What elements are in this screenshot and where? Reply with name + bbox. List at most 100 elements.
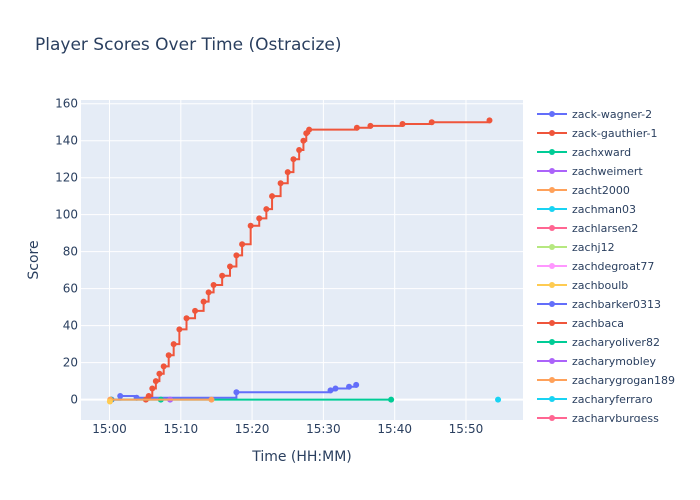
y-tick-label: 100 bbox=[55, 208, 78, 222]
data-point[interactable] bbox=[399, 121, 406, 128]
data-point[interactable] bbox=[256, 215, 263, 222]
legend-item[interactable]: zacharyferraro bbox=[537, 393, 653, 406]
legend-item[interactable]: zacharymobley bbox=[537, 355, 657, 368]
x-tick-label: 15:00 bbox=[92, 422, 127, 436]
legend-item[interactable]: zacht2000 bbox=[537, 184, 630, 197]
legend-marker-swatch bbox=[549, 111, 555, 117]
y-tick-label: 20 bbox=[63, 356, 78, 370]
legend-item[interactable]: zachj12 bbox=[537, 241, 615, 254]
x-tick-label: 15:50 bbox=[449, 422, 484, 436]
legend-item[interactable]: zacharyoliver82 bbox=[537, 336, 660, 349]
y-axis-label: Score bbox=[26, 240, 42, 279]
legend-marker-swatch bbox=[549, 263, 555, 269]
data-point[interactable] bbox=[247, 222, 254, 229]
data-point[interactable] bbox=[277, 180, 284, 187]
legend-marker-swatch bbox=[549, 415, 555, 421]
legend-item[interactable]: zachxward bbox=[537, 146, 631, 159]
series-zack-gauthier-1 bbox=[142, 117, 493, 403]
legend-label: zachdegroat77 bbox=[572, 260, 654, 273]
legend-item[interactable]: zack-wagner-2 bbox=[537, 108, 652, 121]
data-point[interactable] bbox=[233, 389, 240, 396]
legend-item[interactable]: zachdegroat77 bbox=[537, 260, 654, 273]
data-point[interactable] bbox=[353, 381, 360, 388]
legend-label: zachj12 bbox=[572, 241, 615, 254]
data-point[interactable] bbox=[306, 126, 313, 133]
legend-item[interactable]: zachweimert bbox=[537, 165, 643, 178]
data-point[interactable] bbox=[149, 385, 156, 392]
data-point[interactable] bbox=[210, 281, 217, 288]
legend-item[interactable]: zachboulb bbox=[537, 279, 628, 292]
data-point[interactable] bbox=[219, 272, 226, 279]
data-point[interactable] bbox=[183, 315, 190, 322]
legend-items: zack-wagner-2 zack-gauthier-1 zachxward zac… bbox=[537, 108, 675, 425]
data-point[interactable] bbox=[117, 392, 124, 399]
data-point[interactable] bbox=[353, 124, 360, 131]
legend-label: zachxward bbox=[572, 146, 631, 159]
data-point[interactable] bbox=[192, 307, 199, 314]
y-tick-label: 140 bbox=[55, 134, 78, 148]
data-point[interactable] bbox=[170, 341, 177, 348]
x-tick-label: 15:40 bbox=[377, 422, 412, 436]
data-point[interactable] bbox=[327, 387, 334, 394]
data-point[interactable] bbox=[296, 146, 303, 153]
y-tick-label: 0 bbox=[70, 393, 78, 407]
data-point[interactable] bbox=[428, 119, 435, 126]
data-point[interactable] bbox=[152, 378, 159, 385]
data-point[interactable] bbox=[284, 169, 291, 176]
y-tick-label: 80 bbox=[63, 245, 78, 259]
data-point[interactable] bbox=[176, 326, 183, 333]
legend[interactable]: zack-wagner-2 zack-gauthier-1 zachxward zac… bbox=[537, 108, 675, 425]
legend-item[interactable]: zacharygrogan189 bbox=[537, 374, 675, 387]
legend-marker-swatch bbox=[549, 377, 555, 383]
data-point[interactable] bbox=[165, 352, 172, 359]
data-point[interactable] bbox=[106, 398, 113, 405]
x-tick-label: 15:20 bbox=[235, 422, 270, 436]
legend-item[interactable]: zachbarker0313 bbox=[537, 298, 661, 311]
data-point[interactable] bbox=[233, 252, 240, 259]
y-tick-label: 120 bbox=[55, 171, 78, 185]
y-tick-label: 160 bbox=[55, 97, 78, 111]
data-point[interactable] bbox=[332, 385, 339, 392]
x-axis-label: Time (HH:MM) bbox=[251, 449, 352, 465]
data-point[interactable] bbox=[208, 396, 215, 403]
data-point[interactable] bbox=[367, 122, 374, 129]
legend-label: zachman03 bbox=[572, 203, 636, 216]
data-point[interactable] bbox=[239, 241, 246, 248]
legend-label: zacharymobley bbox=[572, 355, 657, 368]
legend-marker-swatch bbox=[549, 225, 555, 231]
series-layer bbox=[106, 117, 502, 405]
data-point[interactable] bbox=[205, 289, 212, 296]
data-point[interactable] bbox=[156, 370, 163, 377]
data-point[interactable] bbox=[495, 396, 502, 403]
legend-label: zacharyferraro bbox=[572, 393, 653, 406]
data-point[interactable] bbox=[200, 298, 207, 305]
data-point[interactable] bbox=[346, 383, 353, 390]
legend-item[interactable]: zack-gauthier-1 bbox=[537, 127, 658, 140]
legend-label: zacharygrogan189 bbox=[572, 374, 675, 387]
legend-marker-swatch bbox=[549, 320, 555, 326]
data-point[interactable] bbox=[145, 392, 152, 399]
legend-label: zachweimert bbox=[572, 165, 643, 178]
data-point[interactable] bbox=[269, 193, 276, 200]
legend-marker-swatch bbox=[549, 206, 555, 212]
legend-marker-swatch bbox=[549, 168, 555, 174]
legend-item[interactable]: zachman03 bbox=[537, 203, 636, 216]
data-point[interactable] bbox=[300, 137, 307, 144]
legend-label: zacharyoliver82 bbox=[572, 336, 660, 349]
data-point[interactable] bbox=[290, 156, 297, 163]
data-point[interactable] bbox=[263, 206, 270, 213]
legend-label: zacht2000 bbox=[572, 184, 630, 197]
data-point[interactable] bbox=[388, 396, 395, 403]
legend-label: zacharyburgess bbox=[572, 412, 659, 425]
data-point[interactable] bbox=[226, 263, 233, 270]
legend-label: zack-gauthier-1 bbox=[572, 127, 658, 140]
plot-background bbox=[81, 100, 523, 420]
data-point[interactable] bbox=[486, 117, 493, 124]
legend-item[interactable]: zacharyburgess bbox=[537, 412, 659, 425]
legend-label: zachboulb bbox=[572, 279, 628, 292]
legend-item[interactable]: zachlarsen2 bbox=[537, 222, 638, 235]
data-point[interactable] bbox=[160, 363, 167, 370]
legend-marker-swatch bbox=[549, 358, 555, 364]
legend-marker-swatch bbox=[549, 149, 555, 155]
legend-item[interactable]: zachbaca bbox=[537, 317, 624, 330]
